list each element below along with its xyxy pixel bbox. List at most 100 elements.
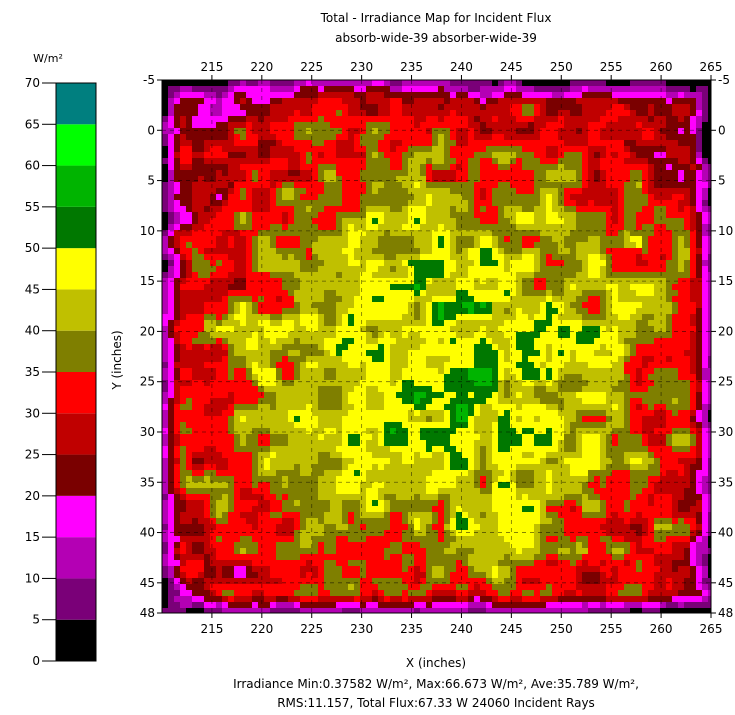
- heatmap-cell: [204, 398, 210, 404]
- heatmap-cell: [186, 98, 192, 104]
- heatmap-cell: [630, 98, 636, 104]
- heatmap-cell: [522, 98, 528, 104]
- heatmap-cell: [270, 134, 276, 140]
- heatmap-cell: [696, 134, 702, 140]
- heatmap-cell: [672, 164, 678, 170]
- heatmap-cell: [654, 248, 660, 254]
- heatmap-cell: [228, 116, 234, 122]
- heatmap-cell: [510, 290, 516, 296]
- heatmap-cell: [522, 158, 528, 164]
- heatmap-cell: [372, 164, 378, 170]
- heatmap-cell: [174, 110, 180, 116]
- heatmap-cell: [384, 140, 390, 146]
- heatmap-cell: [594, 302, 600, 308]
- heatmap-cell: [408, 302, 414, 308]
- heatmap-cell: [474, 308, 480, 314]
- heatmap-cell: [276, 98, 282, 104]
- heatmap-cell: [660, 212, 666, 218]
- heatmap-cell: [360, 110, 366, 116]
- heatmap-cell: [366, 170, 372, 176]
- heatmap-cell: [324, 200, 330, 206]
- heatmap-cell: [180, 326, 186, 332]
- heatmap-cell: [630, 206, 636, 212]
- heatmap-cell: [324, 86, 330, 92]
- heatmap-cell: [540, 296, 546, 302]
- heatmap-cell: [486, 218, 492, 224]
- heatmap-cell: [648, 200, 654, 206]
- heatmap-cell: [252, 104, 258, 110]
- heatmap-cell: [624, 386, 630, 392]
- heatmap-cell: [288, 380, 294, 386]
- heatmap-cell: [498, 86, 504, 92]
- heatmap-cell: [294, 170, 300, 176]
- heatmap-cell: [708, 308, 711, 314]
- heatmap-cell: [624, 224, 630, 230]
- heatmap-cell: [540, 368, 546, 374]
- heatmap-cell: [414, 302, 420, 308]
- heatmap-cell: [288, 332, 294, 338]
- heatmap-cell: [474, 380, 480, 386]
- heatmap-cell: [222, 224, 228, 230]
- heatmap-cell: [222, 182, 228, 188]
- heatmap-cell: [276, 314, 282, 320]
- heatmap-cell: [414, 104, 420, 110]
- heatmap-cell: [492, 290, 498, 296]
- heatmap-cell: [552, 98, 558, 104]
- heatmap-cell: [600, 194, 606, 200]
- heatmap-cell: [414, 134, 420, 140]
- heatmap-cell: [360, 116, 366, 122]
- heatmap-cell: [474, 350, 480, 356]
- heatmap-cell: [246, 236, 252, 242]
- heatmap-cell: [168, 128, 174, 134]
- heatmap-cell: [576, 260, 582, 266]
- heatmap-cell: [624, 362, 630, 368]
- heatmap-cell: [660, 188, 666, 194]
- heatmap-cell: [534, 104, 540, 110]
- heatmap-cell: [252, 260, 258, 266]
- heatmap-cell: [330, 212, 336, 218]
- heatmap-cell: [570, 242, 576, 248]
- heatmap-cell: [264, 284, 270, 290]
- heatmap-cell: [504, 86, 510, 92]
- heatmap-cell: [546, 260, 552, 266]
- heatmap-cell: [696, 218, 702, 224]
- heatmap-cell: [192, 362, 198, 368]
- heatmap-cell: [462, 218, 468, 224]
- heatmap-cell: [528, 380, 534, 386]
- heatmap-cell: [582, 230, 588, 236]
- heatmap-cell: [306, 140, 312, 146]
- heatmap-cell: [522, 116, 528, 122]
- heatmap-cell: [612, 242, 618, 248]
- heatmap-cell: [486, 230, 492, 236]
- heatmap-cell: [204, 152, 210, 158]
- heatmap-cell: [204, 266, 210, 272]
- heatmap-cell: [192, 224, 198, 230]
- heatmap-cell: [510, 152, 516, 158]
- heatmap-cell: [240, 344, 246, 350]
- heatmap-cell: [534, 326, 540, 332]
- heatmap-cell: [282, 398, 288, 404]
- heatmap-cell: [330, 92, 336, 98]
- heatmap-cell: [480, 320, 486, 326]
- heatmap-cell: [600, 356, 606, 362]
- heatmap-cell: [546, 272, 552, 278]
- heatmap-cell: [672, 248, 678, 254]
- heatmap-cell: [648, 272, 654, 278]
- heatmap-cell: [342, 134, 348, 140]
- heatmap-cell: [252, 326, 258, 332]
- heatmap-cell: [168, 224, 174, 230]
- heatmap-cell: [474, 146, 480, 152]
- heatmap-cell: [552, 188, 558, 194]
- heatmap-cell: [660, 140, 666, 146]
- heatmap-cell: [606, 188, 612, 194]
- heatmap-cell: [486, 326, 492, 332]
- heatmap-cell: [300, 254, 306, 260]
- heatmap-cell: [168, 296, 174, 302]
- heatmap-cell: [438, 194, 444, 200]
- heatmap-cell: [276, 356, 282, 362]
- heatmap-cell: [552, 374, 558, 380]
- heatmap-cell: [480, 344, 486, 350]
- heatmap-cell: [324, 284, 330, 290]
- heatmap-cell: [678, 290, 684, 296]
- heatmap-cell: [198, 344, 204, 350]
